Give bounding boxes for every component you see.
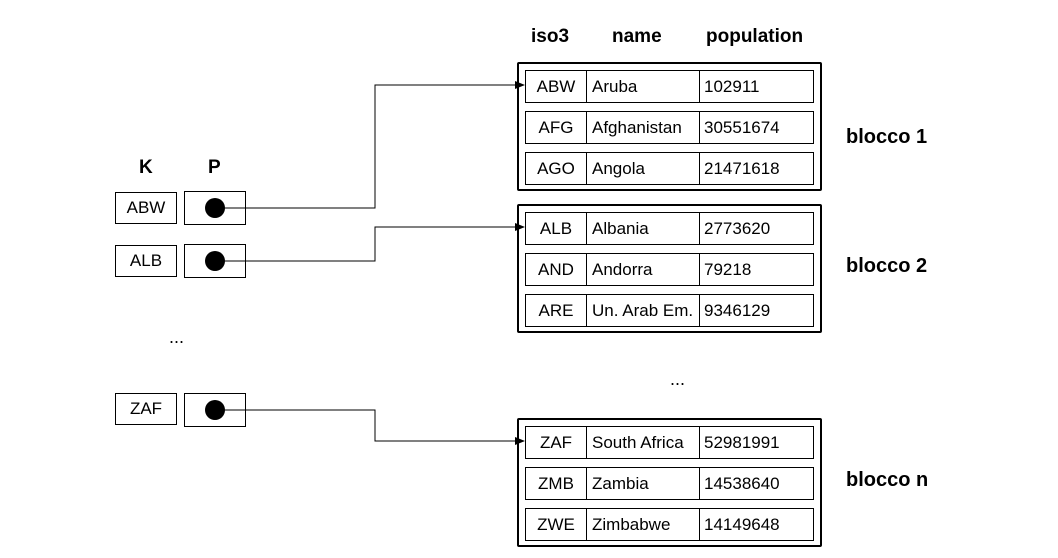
pointer-arrow	[214, 223, 525, 262]
record-iso3: ARE	[526, 295, 587, 326]
index-pointer-cell	[184, 191, 246, 225]
record-row: ZMB Zambia 14538640	[525, 467, 814, 500]
record-iso3: AGO	[526, 153, 587, 184]
index-ellipsis: ...	[169, 327, 185, 347]
record-row: ARE Un. Arab Em. 9346129	[525, 294, 814, 327]
record-name: Un. Arab Em.	[587, 295, 700, 326]
index-pointer-cell	[184, 244, 246, 278]
record-population: 9346129	[704, 300, 771, 320]
record-population: 21471618	[704, 158, 780, 178]
record-iso3: ZWE	[526, 509, 587, 540]
block-label: blocco n	[846, 469, 929, 491]
header-name: name	[612, 26, 662, 47]
pointer-arrow	[214, 81, 525, 209]
header-population: population	[706, 26, 804, 47]
data-block: ALB Albania 2773620 AND Andorra 79218 AR…	[517, 204, 822, 333]
data-block: ZAF South Africa 52981991 ZMB Zambia 145…	[517, 418, 822, 547]
data-block: ABW Aruba 102911 AFG Afghanistan 3055167…	[517, 62, 822, 191]
record-population: 102911	[704, 76, 760, 96]
record-name: Andorra	[587, 254, 700, 285]
record-population: 14149648	[704, 514, 780, 534]
record-iso3: ALB	[526, 213, 587, 244]
record-row: AFG Afghanistan 30551674	[525, 111, 814, 144]
record-name: Angola	[587, 153, 700, 184]
header-pointer: P	[208, 157, 221, 178]
block-label: blocco 2	[846, 255, 928, 277]
record-population: 14538640	[704, 473, 780, 493]
record-population: 79218	[704, 259, 752, 279]
blocks-ellipsis: ...	[670, 369, 686, 389]
record-name: Albania	[587, 213, 700, 244]
pointer-dot	[205, 251, 225, 271]
record-name: South Africa	[587, 427, 700, 458]
record-population: 30551674	[704, 117, 780, 137]
record-row: ABW Aruba 102911	[525, 70, 814, 103]
record-row: ALB Albania 2773620	[525, 212, 814, 245]
pointer-arrow	[214, 409, 525, 445]
record-iso3: AND	[526, 254, 587, 285]
record-population: 52981991	[704, 432, 780, 452]
record-name: Zambia	[587, 468, 700, 499]
record-iso3: ZMB	[526, 468, 587, 499]
index-key-cell: ZAF	[115, 393, 177, 425]
header-key: K	[139, 157, 153, 178]
record-population: 2773620	[704, 218, 771, 238]
index-key-cell: ABW	[115, 192, 177, 224]
record-iso3: ABW	[526, 71, 587, 102]
record-name: Aruba	[587, 71, 700, 102]
block-label: blocco 1	[846, 126, 928, 148]
index-pointer-cell	[184, 393, 246, 427]
record-row: ZWE Zimbabwe 14149648	[525, 508, 814, 541]
record-name: Zimbabwe	[587, 509, 700, 540]
pointer-dot	[205, 198, 225, 218]
record-iso3: ZAF	[526, 427, 587, 458]
record-iso3: AFG	[526, 112, 587, 143]
record-name: Afghanistan	[587, 112, 700, 143]
pointer-dot	[205, 400, 225, 420]
index-key-cell: ALB	[115, 245, 177, 277]
header-iso3: iso3	[531, 26, 570, 47]
record-row: AGO Angola 21471618	[525, 152, 814, 185]
record-row: ZAF South Africa 52981991	[525, 426, 814, 459]
record-row: AND Andorra 79218	[525, 253, 814, 286]
